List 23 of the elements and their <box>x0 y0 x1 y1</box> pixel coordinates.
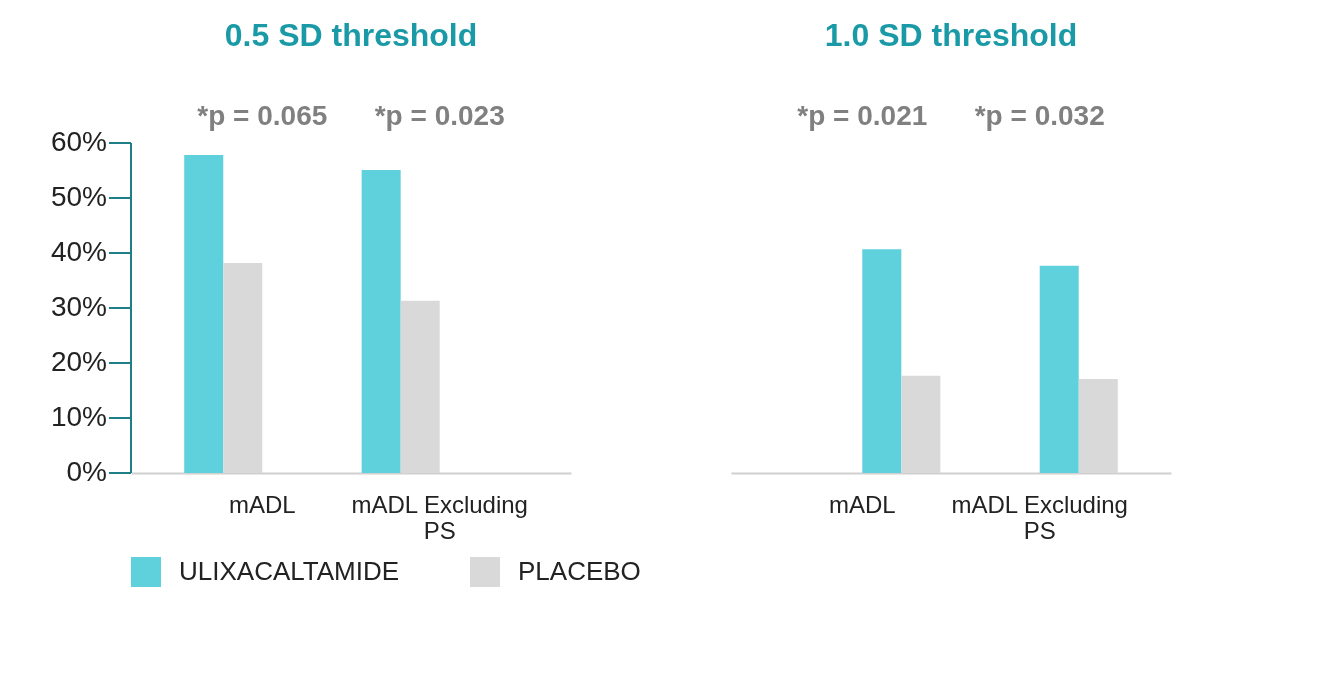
chart-title: 1.0 SD threshold <box>824 17 1078 53</box>
text: *p = 0.023 <box>374 100 505 131</box>
y-tick-label: 50% <box>50 181 107 212</box>
y-tick-label: 0% <box>66 456 107 487</box>
legend-label: PLACEBO <box>518 556 641 586</box>
y-tick-label: 10% <box>50 401 107 432</box>
bar <box>862 249 902 473</box>
y-tick-label: 40% <box>50 236 107 267</box>
y-tick-label: 20% <box>50 346 107 377</box>
bar <box>361 169 401 473</box>
text: *p = 0.032 <box>974 100 1105 131</box>
y-tick-label: 60% <box>50 126 107 157</box>
y-tick-label: 30% <box>50 291 107 322</box>
x-tick-label: mADL <box>228 490 296 518</box>
bar <box>184 155 224 473</box>
x-tick-label: mADL <box>828 490 896 518</box>
bar <box>1039 265 1079 473</box>
x-tick-label: mADL Excluding PS <box>951 490 1128 544</box>
x-tick-label: mADL Excluding PS <box>351 490 528 544</box>
text: *p = 0.021 <box>797 100 928 131</box>
chart-title: 0.5 SD threshold <box>224 17 478 53</box>
legend-label: ULIXACALTAMIDE <box>179 556 400 586</box>
text: *p = 0.065 <box>197 100 328 131</box>
